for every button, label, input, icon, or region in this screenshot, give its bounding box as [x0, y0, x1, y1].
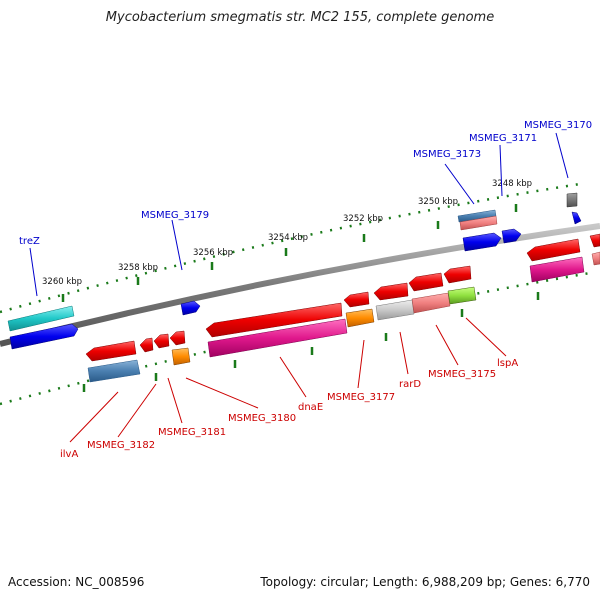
forward-outer-genes [7, 192, 600, 350]
ruler-label-3258: 3258 kbp [118, 263, 158, 273]
gene-right-block-b [529, 256, 585, 283]
label-MSMEG_3173[interactable]: MSMEG_3173 [413, 149, 481, 160]
gene-treZ-neighbor [9, 323, 79, 350]
label-MSMEG_3171[interactable]: MSMEG_3171 [469, 133, 537, 144]
top-ruler-line [0, 182, 581, 314]
top-ruler-ticks [61, 204, 518, 302]
gene-MSMEG_3175-b [411, 292, 451, 314]
gene-MSMEG_3182-b [139, 337, 154, 353]
label-MSMEG_3180[interactable]: MSMEG_3180 [228, 413, 296, 424]
map-title: Mycobacterium smegmatis str. MC2 155, co… [105, 10, 495, 25]
gene-MSMEG_3181-b [171, 347, 191, 366]
gene-right-block [526, 238, 581, 262]
gene-ilvA-b [87, 359, 141, 383]
gene-dnaE-b [207, 318, 348, 358]
label-lspA[interactable]: lspA [497, 358, 518, 369]
gene-ilvA [85, 340, 137, 362]
bottom-leader-lines [69, 317, 507, 443]
label-dnaE[interactable]: dnaE [298, 402, 323, 413]
gene-MSMEG_3182-a [153, 333, 170, 349]
label-ilvA[interactable]: ilvA [60, 449, 78, 460]
label-MSMEG_3170[interactable]: MSMEG_3170 [524, 120, 592, 131]
gene-MSMEG_3177-b [345, 308, 375, 328]
bottom-ruler-ticks [82, 292, 540, 392]
accession-text: Accession: NC_008596 [8, 575, 145, 589]
gene-MSMEG_3173-b [459, 215, 498, 231]
gene-MSMEG_3170-dark [566, 192, 578, 208]
genome-backbone [0, 223, 600, 347]
ruler-label-3254: 3254 kbp [268, 233, 308, 243]
gene-MSMEG_3181-a [169, 330, 186, 346]
ruler-label-3248: 3248 kbp [492, 179, 532, 189]
ruler-label-3250: 3250 kbp [418, 197, 458, 207]
gene-MSMEG_3179 [180, 300, 201, 316]
gene-treZ [7, 305, 75, 332]
gene-right-red [589, 233, 600, 248]
ruler-label-3256: 3256 kbp [193, 248, 233, 258]
gene-MSMEG_3171-b [501, 228, 522, 244]
gene-rarD [373, 282, 409, 301]
label-MSMEG_3182[interactable]: MSMEG_3182 [87, 440, 155, 451]
reverse-inner-genes [85, 238, 585, 383]
gene-MSMEG_3175 [408, 272, 444, 292]
label-MSMEG_3177[interactable]: MSMEG_3177 [327, 392, 395, 403]
gene-lspA [443, 265, 472, 284]
gene-dnaE [205, 302, 343, 338]
ruler-label-3260: 3260 kbp [42, 277, 82, 287]
top-leader-lines [29, 132, 569, 297]
label-MSMEG_3175[interactable]: MSMEG_3175 [428, 369, 496, 380]
gene-rarD-b [375, 299, 415, 321]
gene-lspA-b [447, 286, 477, 305]
gene-MSMEG_3170 [571, 211, 582, 225]
bottom-ruler-line [0, 271, 591, 406]
gene-MSMEG_3171 [462, 232, 502, 252]
ruler-label-3252: 3252 kbp [343, 214, 383, 224]
topology-text: Topology: circular; Length: 6,988,209 bp… [260, 575, 590, 589]
label-MSMEG_3181[interactable]: MSMEG_3181 [158, 427, 226, 438]
label-treZ[interactable]: treZ [19, 236, 40, 247]
label-MSMEG_3179[interactable]: MSMEG_3179 [141, 210, 209, 221]
gene-right-salmon [591, 251, 600, 266]
label-rarD[interactable]: rarD [399, 379, 421, 390]
gene-MSMEG_3177 [343, 291, 370, 308]
